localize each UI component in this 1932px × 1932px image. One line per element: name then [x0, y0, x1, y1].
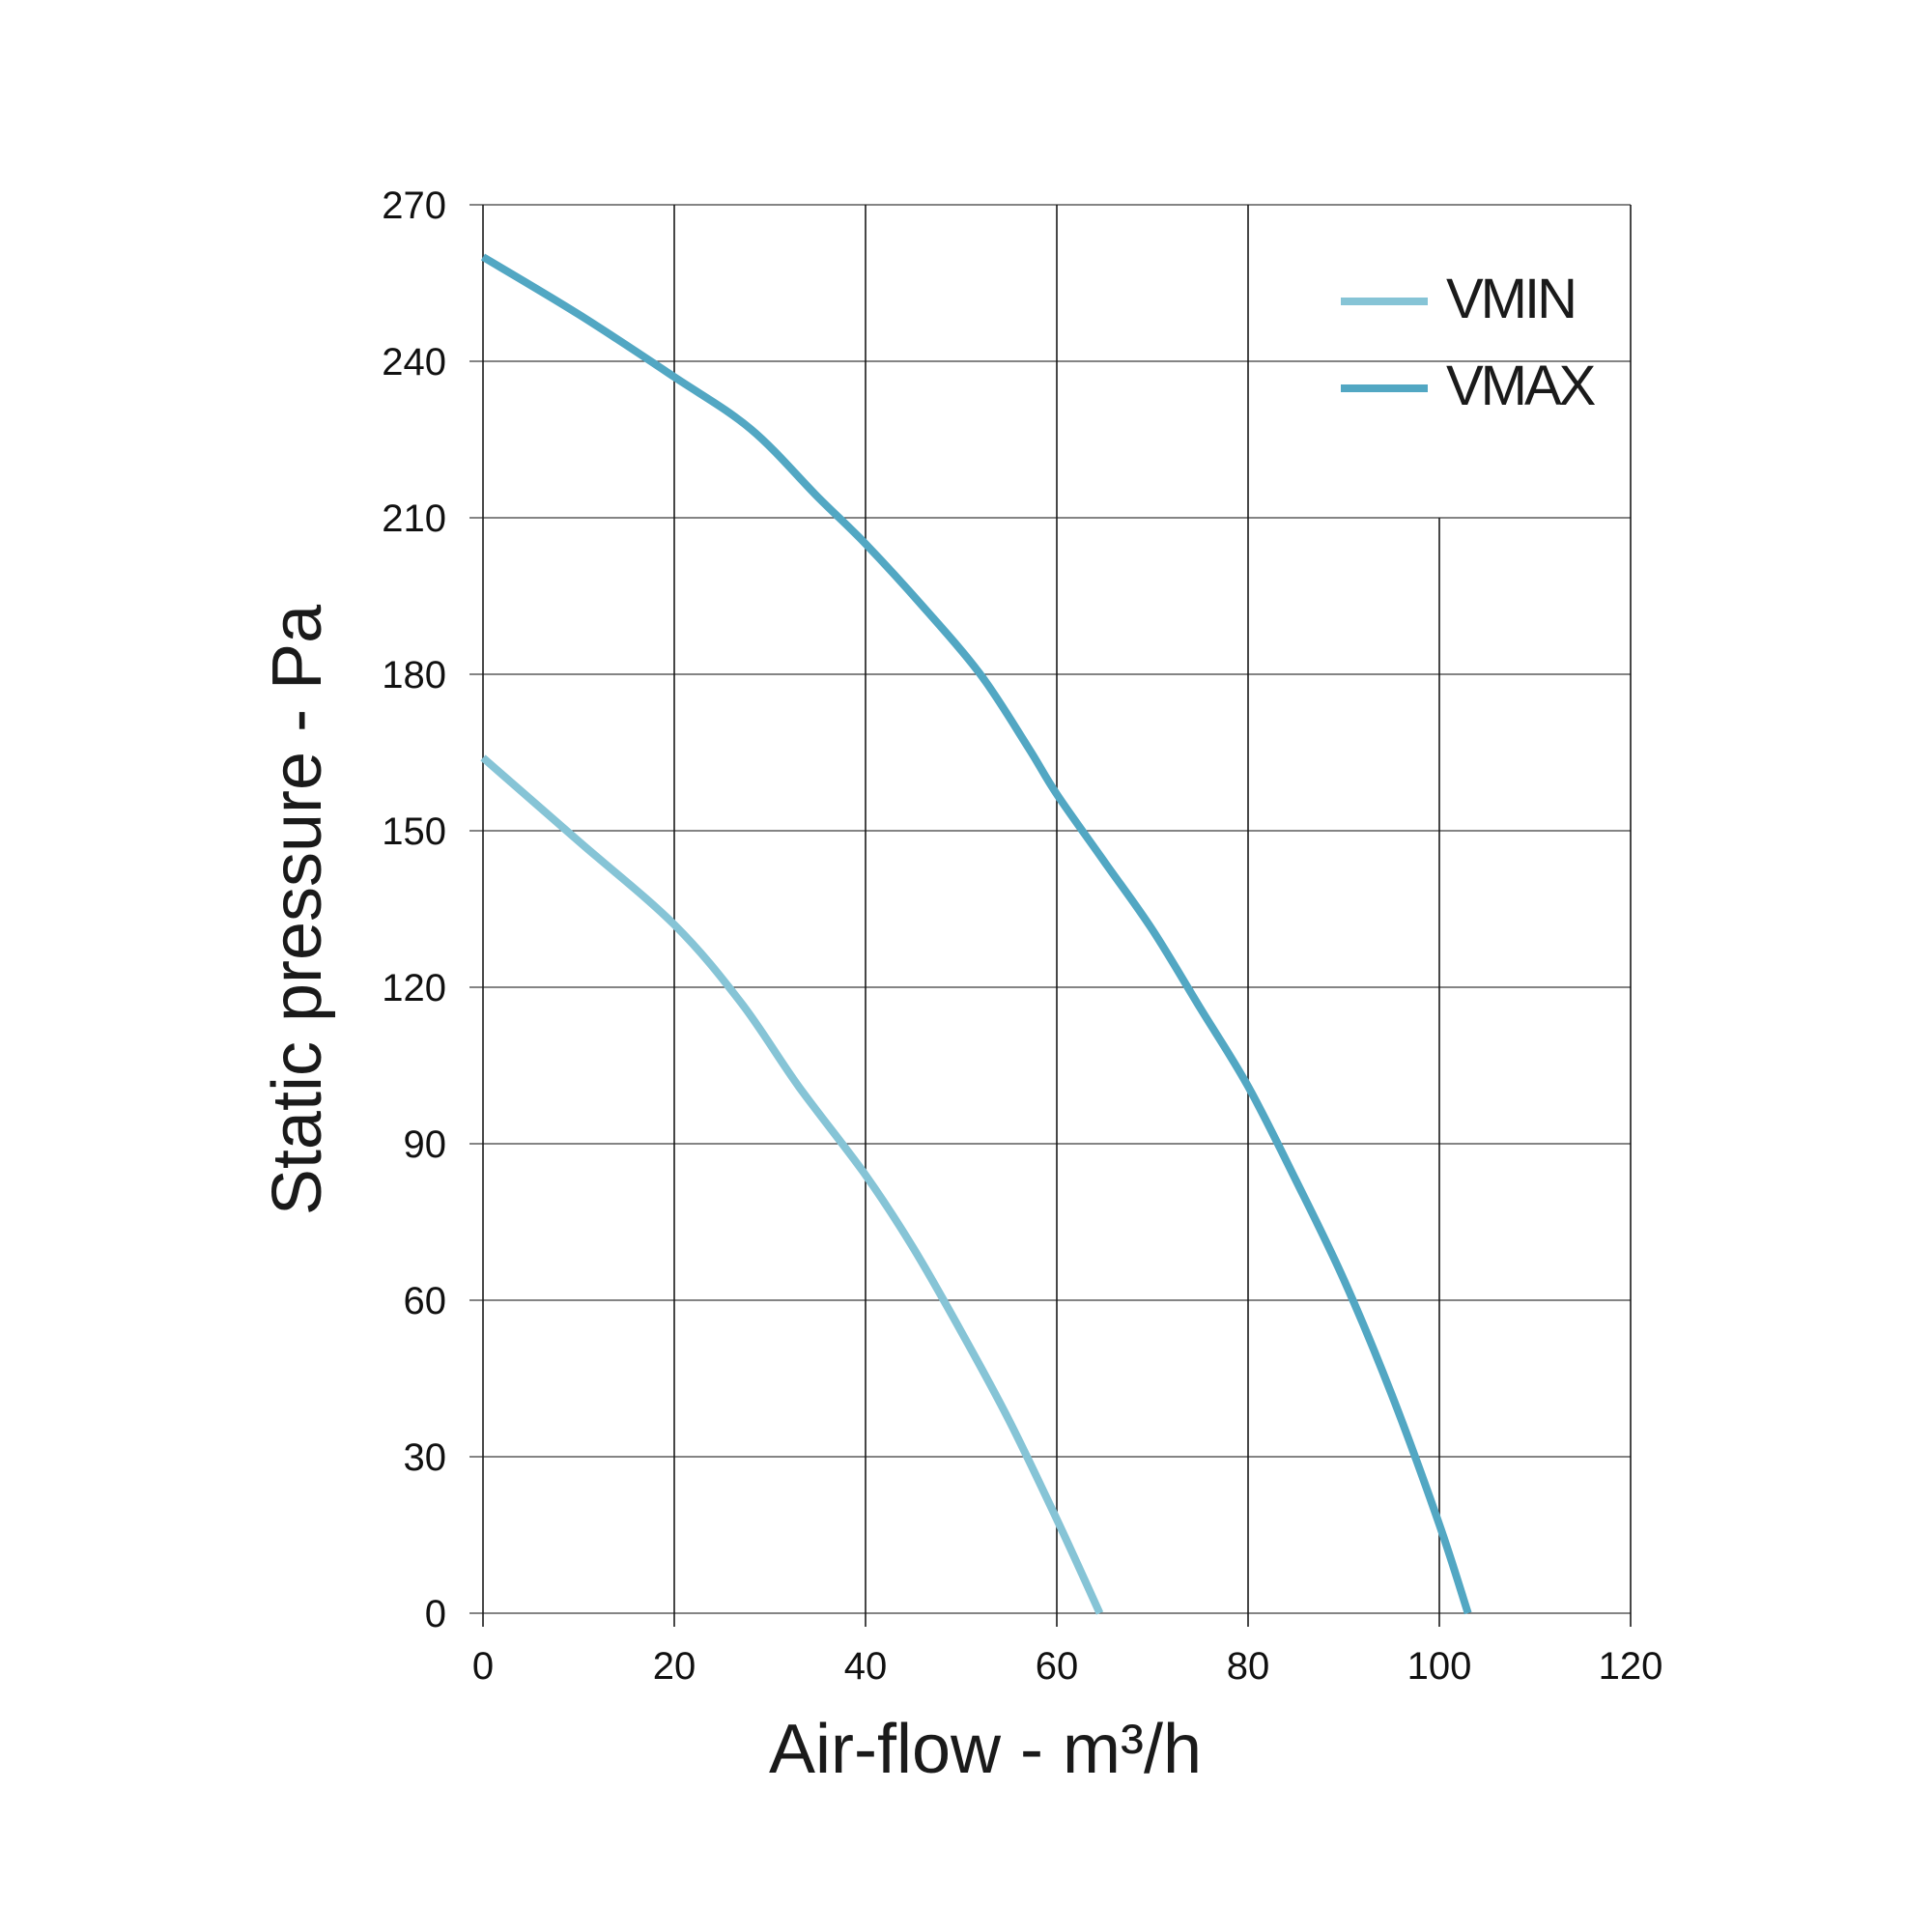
y-tick-label: 0	[425, 1593, 446, 1635]
grid	[469, 204, 1632, 1627]
legend-label-vmax: VMAX	[1446, 355, 1596, 417]
x-tick-label: 20	[653, 1645, 696, 1688]
y-axis-title: Static pressure - Pa	[259, 604, 336, 1215]
y-tick-label: 270	[382, 185, 446, 227]
x-tick-labels: 0 20 40 60 80 100 120	[472, 1645, 1663, 1688]
series-line-vmin	[480, 754, 1104, 1615]
x-tick-label: 80	[1227, 1645, 1270, 1688]
series-lines	[480, 253, 1472, 1615]
y-tick-label: 150	[382, 810, 446, 853]
x-tick-label: 60	[1036, 1645, 1079, 1688]
x-axis-title: Air-flow - m³/h	[769, 1711, 1202, 1788]
y-tick-label: 120	[382, 967, 446, 1009]
y-tick-label: 30	[404, 1436, 447, 1479]
y-tick-label: 90	[404, 1123, 447, 1166]
y-tick-label: 240	[382, 341, 446, 384]
legend-swatch-vmax	[1341, 384, 1428, 392]
x-tick-label: 100	[1407, 1645, 1472, 1688]
x-tick-label: 40	[844, 1645, 888, 1688]
x-tick-label: 120	[1599, 1645, 1663, 1688]
legend-label-vmin: VMIN	[1446, 268, 1575, 330]
y-tick-label: 210	[382, 497, 446, 540]
series-line-vmax	[480, 253, 1472, 1615]
y-tick-labels: 0 30 60 90 120 150 180 210 240 270	[382, 185, 446, 1635]
y-tick-label: 180	[382, 654, 446, 696]
y-tick-label: 60	[404, 1280, 447, 1322]
legend-swatch-vmin	[1341, 298, 1428, 305]
legend: VMIN VMAX	[1341, 268, 1599, 417]
x-tick-label: 0	[472, 1645, 494, 1688]
